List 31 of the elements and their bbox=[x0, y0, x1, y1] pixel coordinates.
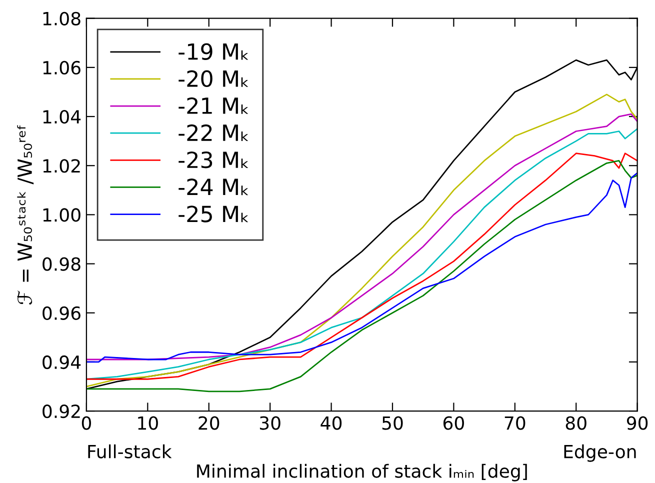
x-tick-label: 10 bbox=[138, 416, 158, 430]
legend-label: -24 Mₖ bbox=[178, 178, 248, 196]
y-tick-label: 0.94 bbox=[42, 355, 81, 370]
x-tick-label: 30 bbox=[260, 416, 280, 430]
x-tick-label: 40 bbox=[320, 416, 342, 430]
x-tick-label: 60 bbox=[443, 416, 464, 430]
y-tick-label: 1.02 bbox=[43, 159, 80, 173]
legend-label: -25 Mₖ bbox=[178, 206, 248, 222]
x-tick-label: 0 bbox=[82, 416, 92, 430]
text: Edge-on bbox=[564, 444, 636, 462]
y-tick-label: 0.98 bbox=[42, 257, 80, 271]
text: Full-stack bbox=[88, 444, 172, 458]
line-series bbox=[86, 172, 638, 363]
y-tick-label: 0.92 bbox=[42, 404, 80, 418]
y-tick-label: 0.96 bbox=[42, 306, 80, 320]
legend-label: -20 Mₖ bbox=[178, 70, 248, 88]
y-tick-label: 1.00 bbox=[43, 208, 80, 222]
legend-label: -22 Mₖ bbox=[178, 124, 248, 141]
x-tick-label: 70 bbox=[504, 416, 526, 430]
y-tick-label: 1.08 bbox=[43, 12, 80, 26]
x-tick-label: 20 bbox=[198, 416, 220, 430]
x-tick-label: 90 bbox=[626, 416, 648, 430]
x-tick-label: 50 bbox=[382, 416, 403, 430]
y-tick-label: 1.06 bbox=[43, 60, 80, 75]
x-tick-label: 80 bbox=[566, 416, 586, 430]
legend-label: -19 Mₖ bbox=[178, 43, 248, 60]
legend-label: -21 Mₖ bbox=[178, 97, 248, 114]
legend-label: -23 Mₖ bbox=[178, 151, 248, 168]
y-tick-label: 1.04 bbox=[43, 110, 81, 124]
y-axis-title: ℱ = W₅₀ˢᵗᵃᶜᵏ /W₅₀ʳᵉᶠ bbox=[17, 125, 34, 305]
x-axis-title: Minimal inclination of stack iₘᵢₙ [deg] bbox=[197, 464, 527, 482]
